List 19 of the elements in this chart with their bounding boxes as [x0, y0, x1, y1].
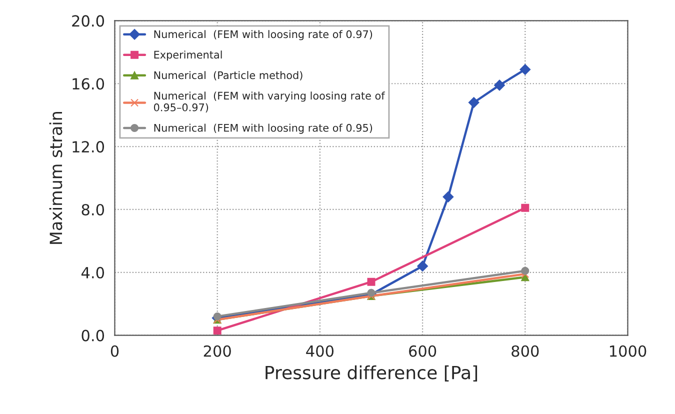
x-tick-label: 1000 — [610, 345, 646, 357]
y-tick-label: 4.0 — [81, 266, 104, 278]
y-axis-title: Maximum strain — [49, 112, 62, 244]
x-axis-title: Pressure difference [Pa] — [266, 365, 478, 382]
legend-label: Numerical (FEM with loosing rate of 0.95) — [154, 124, 372, 134]
x-tick-label: 400 — [306, 345, 334, 357]
x-tick-label: 800 — [512, 345, 539, 357]
x-tick-label: 200 — [204, 345, 231, 357]
x-tick-label: 0 — [110, 345, 119, 357]
legend-label: Experimental — [154, 50, 222, 61]
legend-label: Numerical (FEM with varying loosing rate of 0.95–0.97) — [154, 92, 385, 113]
legend-label: Numerical (Particle method) — [154, 71, 302, 80]
x-tick-label: 600 — [409, 345, 436, 357]
y-tick-label: 0.0 — [82, 330, 104, 342]
legend-label: Numerical (FEM with loosing rate of 0.97) — [154, 30, 372, 40]
y-tick-label: 8.0 — [82, 204, 104, 216]
y-tick-label: 12.0 — [72, 141, 104, 153]
y-tick-label: 20.0 — [72, 15, 104, 27]
y-tick-label: 16.0 — [72, 78, 104, 90]
